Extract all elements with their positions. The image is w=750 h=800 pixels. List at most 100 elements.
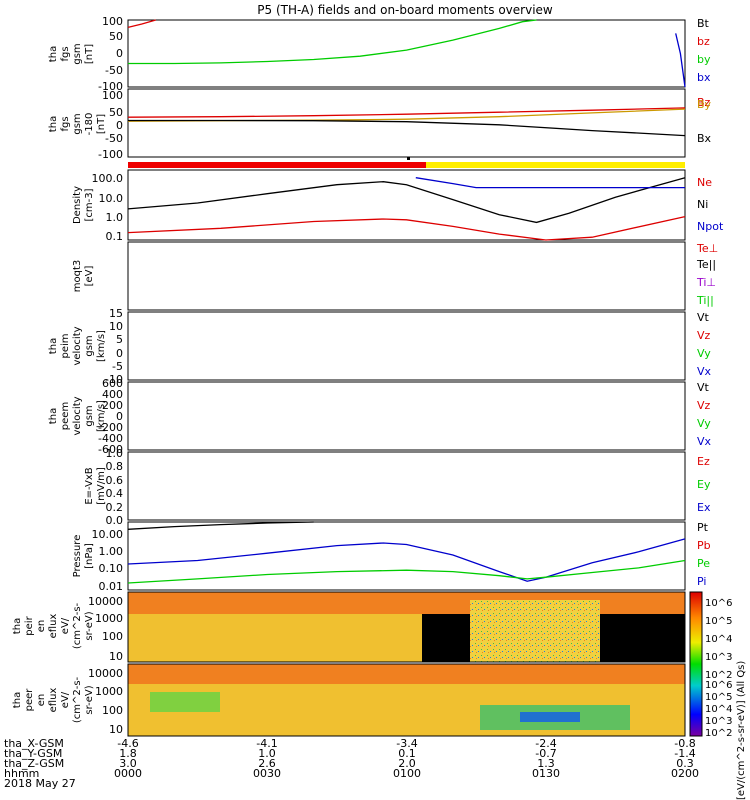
ylabel-line: -180 — [84, 113, 95, 136]
xtick: 0030 — [253, 767, 281, 780]
ytick: -50 — [105, 64, 123, 77]
panel-frame — [127, 381, 686, 451]
ylabel-line: peem — [60, 402, 71, 430]
ytick: -50 — [105, 132, 123, 145]
ylabel-line: [km/s] — [96, 400, 107, 432]
ylabel-line: sr-eV) — [84, 685, 95, 714]
ylabel-line: [nT] — [84, 44, 95, 64]
legend-entry: Bx — [697, 132, 712, 145]
colorbar-tick: 10^2 — [705, 670, 732, 681]
xtick: 1.3 — [537, 757, 555, 770]
ytick: 0.4 — [106, 487, 124, 500]
ylabel-line: peir — [24, 615, 35, 635]
legend-entry: Vy — [697, 417, 711, 430]
colorbar-tick: 10^2 — [705, 728, 732, 739]
panel-frame — [127, 169, 686, 241]
panel-frame — [127, 663, 686, 737]
ytick: 0 — [116, 410, 123, 423]
panel-frame — [127, 591, 686, 663]
xtick: 1.0 — [258, 747, 276, 760]
spectrogram-orange-band — [128, 592, 685, 614]
ylabel-line: [nT] — [96, 114, 107, 134]
legend-entry: Ti|| — [696, 294, 714, 307]
ytick: 100 — [102, 15, 123, 28]
series-line-pe — [127, 559, 686, 584]
ylabel-line: eflux — [48, 688, 59, 713]
xtick: -4.1 — [256, 737, 277, 750]
legend-entry: Te|| — [696, 258, 716, 271]
legend-entry: Ez — [697, 455, 710, 468]
xtick: 0.3 — [676, 757, 694, 770]
series-line-ni — [127, 177, 686, 224]
series-line-npot — [415, 177, 685, 189]
ylabel-line: (cm^2-s- — [72, 602, 83, 649]
ytick: 0.01 — [99, 580, 124, 593]
legend-entry: By — [697, 98, 712, 111]
legend-entry: Ti⊥ — [696, 276, 716, 289]
ytick-labels: 10.00 1.00 0.10 0.01 — [92, 528, 124, 593]
ylabel-line: tha — [12, 692, 23, 708]
colorbar-tick: 10^3 — [705, 652, 732, 663]
ytick: 1.00 — [99, 545, 124, 558]
xtick: 0.1 — [398, 747, 416, 760]
ylabel-line: tha — [48, 338, 59, 354]
colorbar: 10^6 10^5 10^4 10^3 10^2 10^6 10^5 10^4 … — [689, 591, 747, 800]
ylabel: tha peir en eflux eV/ (cm^2-s- sr-eV) — [12, 602, 95, 649]
ytick: 1.0 — [106, 211, 124, 224]
mode-bar-red — [128, 162, 426, 168]
series-line-ne — [127, 215, 686, 241]
colorbar-tick: 10^5 — [705, 692, 732, 703]
ylabel-line: [cm-3] — [84, 188, 95, 221]
panel-frame — [127, 19, 686, 88]
ylabel-line: tha — [48, 116, 59, 132]
series-line-bz — [127, 19, 156, 29]
ytick: -400 — [98, 432, 123, 445]
xtick: -0.8 — [674, 737, 695, 750]
series-layer — [127, 19, 686, 584]
legend-entry: Vz — [697, 329, 711, 342]
ytick: 10 — [109, 723, 123, 736]
panel-peir-spectrogram: 10000 1000 100 10 tha peir en eflux eV/ … — [12, 591, 686, 663]
xtick: -4.6 — [117, 737, 138, 750]
legend-entry: by — [697, 53, 711, 66]
legend-entry: Ne — [697, 176, 712, 189]
ytick: 100 — [102, 89, 123, 102]
ytick: 1000 — [95, 685, 123, 698]
ylabel: tha peem velocity gsm [km/s] — [48, 396, 107, 435]
ytick-labels: 1.0 0.8 0.6 0.4 0.2 0.0 — [106, 447, 124, 527]
ylabel-line: Density — [72, 186, 83, 224]
xtick: 2.6 — [258, 757, 276, 770]
ylabel-line: [km/s] — [96, 330, 107, 362]
spectrogram-orange-band — [128, 664, 685, 684]
xtick: 0100 — [393, 767, 421, 780]
panel-temperature: moqt3 [eV] Te⊥ Te|| Ti⊥ Ti|| — [72, 241, 718, 311]
legend-entry: Npot — [697, 220, 724, 233]
series-line-bx — [675, 33, 686, 88]
spectrogram-yellow-left — [128, 614, 422, 662]
panel-peem-velocity: 600 400 200 0 -200 -400 -600 tha peem ve… — [48, 377, 712, 456]
ytick: 200 — [102, 399, 123, 412]
legend-entry: Ni — [697, 198, 708, 211]
colorbar-tick: 10^4 — [705, 704, 732, 715]
panel-pressure: 10.00 1.00 0.10 0.01 Pressure [nPa] Pt P… — [72, 521, 711, 593]
xrow-label: tha_X-GSM — [4, 737, 64, 750]
panel-frame — [127, 88, 686, 158]
ytick: -5 — [112, 360, 123, 373]
legend: Pt Pb Pe Pi — [697, 521, 711, 588]
xtick: -2.4 — [535, 737, 556, 750]
ytick-labels: 15 10 5 0 -5 -10 — [105, 307, 123, 386]
x-date: 2018 May 27 — [4, 777, 76, 790]
xtick: 3.0 — [119, 757, 137, 770]
ytick-labels: 10000 1000 100 10 — [88, 595, 123, 663]
ylabel-line: tha — [48, 46, 59, 62]
ylabel-line: moqt3 — [72, 260, 83, 293]
ylabel: E=-VxB [mV/m] — [84, 467, 107, 505]
ylabel-line: peer — [24, 688, 35, 712]
xrow-label: hhmm — [4, 767, 39, 780]
ytick: 600 — [102, 377, 123, 390]
ytick: 0 — [116, 47, 123, 60]
panel-density: 100.0 10.0 1.0 0.1 Density [cm-3] Ne Ni … — [72, 169, 724, 243]
ylabel-line: tha — [12, 618, 23, 634]
xrow-label: tha_Y-GSM — [4, 747, 62, 760]
